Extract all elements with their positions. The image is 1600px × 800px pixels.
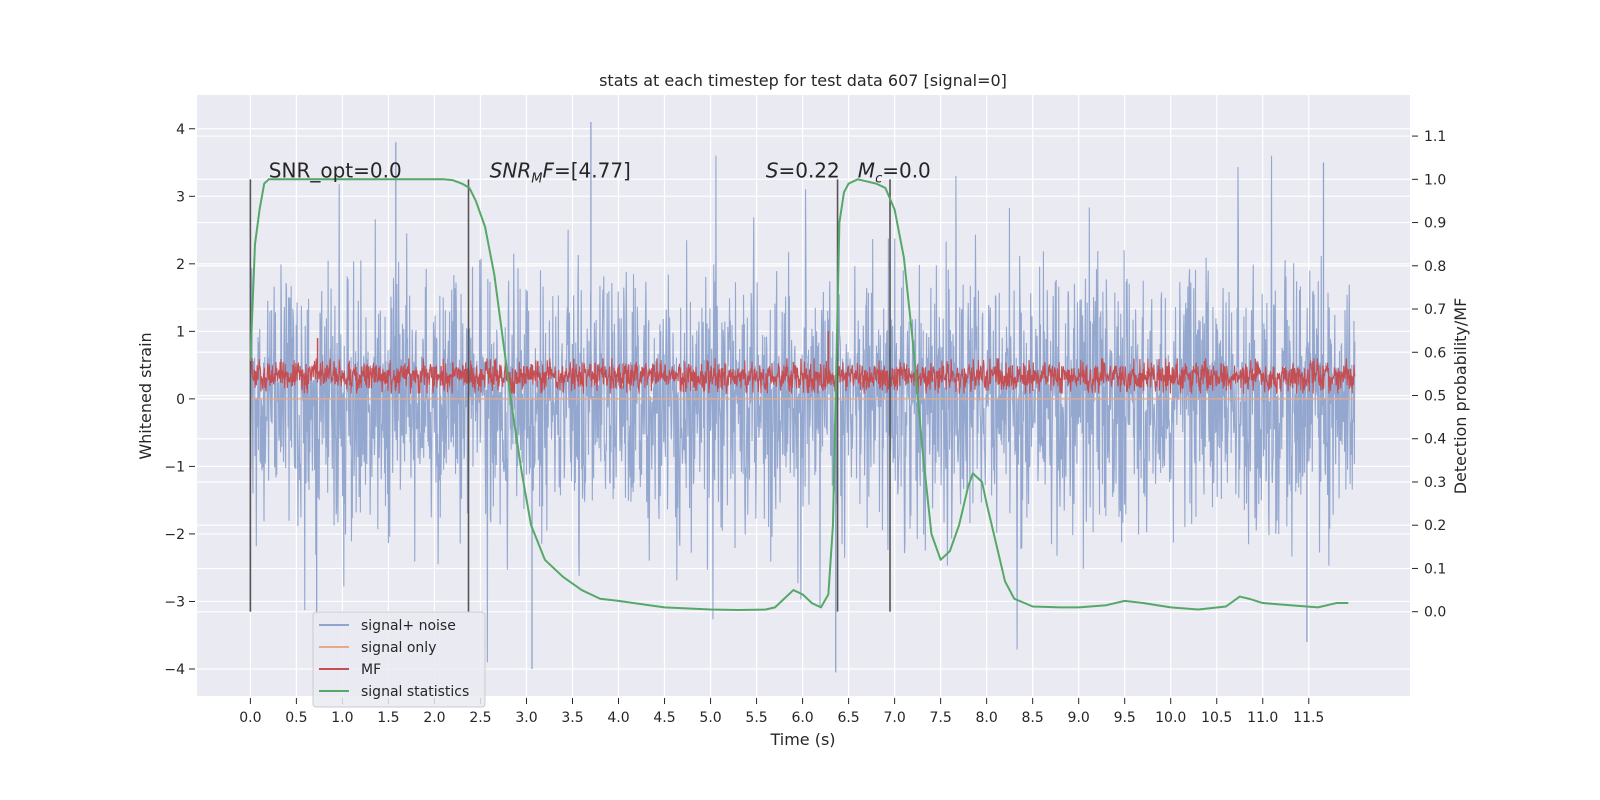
y-right-tick-label: 0.3: [1424, 475, 1446, 491]
y-right-tick-label: 0.9: [1424, 216, 1446, 232]
annotation-mc: Mc=0.0: [858, 158, 931, 186]
annotation-snr-mf: SNRMF=[4.77]: [490, 158, 631, 186]
x-tick-label: 4.0: [607, 710, 629, 726]
annotation-snr-opt: SNR_opt=0.0: [269, 158, 402, 182]
x-tick-label: 0.5: [285, 710, 307, 726]
legend-label: signal+ noise: [361, 618, 456, 634]
x-tick-label: 1.5: [377, 710, 399, 726]
x-tick-label: 9.5: [1114, 710, 1136, 726]
signal-noise-line: [249, 155, 1356, 663]
x-tick-label: 5.5: [745, 710, 767, 726]
x-tick-label: 6.0: [791, 710, 813, 726]
mf-series: [249, 331, 1356, 395]
y-right-tick-label: 0.4: [1424, 432, 1446, 448]
y-right-tick-label: 0.7: [1424, 302, 1446, 318]
x-tick-label: 5.0: [699, 710, 721, 726]
y-right-tick-label: 1.0: [1424, 172, 1446, 188]
y-right-tick-label: 0.1: [1424, 561, 1446, 577]
legend-label: signal only: [361, 640, 436, 656]
x-tick-label: 2.0: [423, 710, 445, 726]
y-left-tick-label: 2: [176, 257, 185, 273]
x-tick-label: 4.5: [653, 710, 675, 726]
x-tick-label: 0.0: [239, 710, 261, 726]
legend: signal+ noise signal only MF signal statist…: [312, 611, 486, 708]
annotations: SNR_opt=0.0 SNRMF=[4.77] S=0.22 Mc=0.0: [269, 158, 931, 186]
x-tick-label: 3.5: [561, 710, 583, 726]
x-tick-label: 11.0: [1247, 710, 1278, 726]
y-left-tick-label: 4: [176, 122, 185, 138]
y-left-tick-label: −1: [164, 459, 185, 475]
x-tick-label: 7.0: [883, 710, 905, 726]
mf-line: [249, 356, 1356, 395]
legend-label: MF: [361, 662, 381, 678]
signal-statistics-line: [249, 178, 1349, 611]
y-axis-label-left: Whitened strain: [136, 332, 155, 459]
legend-box: [312, 611, 486, 708]
y-axis-label-right: Detection probability/MF: [1451, 298, 1470, 495]
annotation-s: S=0.22: [766, 158, 840, 182]
vertical-markers: [249, 179, 891, 612]
x-tick-label: 3.0: [515, 710, 537, 726]
x-tick-label: 11.5: [1293, 710, 1324, 726]
x-tick-label: 10.5: [1201, 710, 1232, 726]
x-tick-label: 2.5: [469, 710, 491, 726]
x-tick-label: 10.0: [1155, 710, 1186, 726]
x-tick-label: 8.5: [1022, 710, 1044, 726]
y-right-tick-label: 0.8: [1424, 259, 1446, 275]
y-right-tick-label: 1.1: [1424, 129, 1446, 145]
y-right-tick-label: 0.2: [1424, 518, 1446, 534]
y-right-tick-label: 0.5: [1424, 389, 1446, 405]
x-tick-label: 7.5: [929, 710, 951, 726]
y-left-tick-label: 0: [176, 392, 185, 408]
y-right-tick-label: 0.6: [1424, 345, 1446, 361]
x-tick-label: 6.5: [837, 710, 859, 726]
y-left-tick-label: −3: [164, 594, 185, 610]
x-axis-label: Time (s): [769, 730, 835, 749]
x-tick-label: 1.0: [331, 710, 353, 726]
x-tick-label: 8.0: [976, 710, 998, 726]
x-tick-label: 9.0: [1068, 710, 1090, 726]
y-left-tick-label: −2: [164, 527, 185, 543]
chart-title: stats at each timestep for test data 607…: [599, 71, 1007, 90]
axis-ticks: 0.0 0.5 1.0 1.5 2.0 2.5 3.0 3.5 4.0 4.5 5.0 5.5 6.0 6…: [164, 122, 1446, 726]
legend-label: signal statistics: [361, 684, 469, 700]
y-left-tick-label: 3: [176, 189, 185, 205]
y-left-tick-label: 1: [176, 324, 185, 340]
y-left-tick-label: −4: [164, 662, 185, 678]
signal-statistics-series: [249, 178, 1349, 611]
y-right-tick-label: 0.0: [1424, 605, 1446, 621]
